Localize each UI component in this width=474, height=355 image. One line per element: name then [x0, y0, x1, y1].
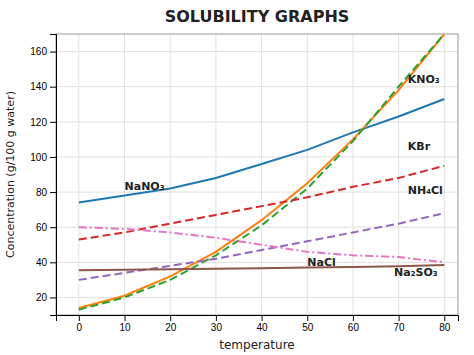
tick-label: 20 [36, 292, 48, 303]
tick-mark [50, 122, 56, 123]
grid-line [56, 156, 458, 157]
chart: 0 10 20 30 40 50 60 70 80 20 40 60 80 100 120 140 160 KNO… [0, 0, 474, 355]
x-axis-title: temperature [219, 338, 294, 352]
tick-mark [170, 315, 171, 321]
grid-line [444, 34, 445, 315]
tick-mark [307, 315, 308, 321]
grid-line [307, 34, 308, 315]
axis-line [57, 316, 459, 322]
series-line [79, 265, 444, 270]
grid-line [56, 192, 458, 193]
plot-frame [56, 34, 458, 315]
tick-mark [262, 315, 263, 321]
annotation: NaNO₃ [125, 180, 165, 193]
annotation: KNO₃ [408, 73, 440, 86]
grid-line [215, 34, 216, 315]
tick: 50 [302, 315, 314, 333]
grid-line [170, 34, 171, 315]
axis-line [50, 35, 57, 316]
tick-label: 140 [30, 81, 47, 92]
tick-mark [50, 262, 56, 263]
tick-mark [50, 52, 56, 53]
tick-label: 40 [257, 322, 269, 333]
tick-label: 60 [36, 222, 48, 233]
tick-label: 80 [36, 187, 48, 198]
tick-label: 40 [36, 257, 48, 268]
series-line [79, 34, 444, 310]
series-line [79, 99, 444, 203]
series-line [79, 166, 444, 240]
tick-mark [50, 227, 56, 228]
tick-label: 0 [77, 322, 83, 333]
tick: 30 [211, 315, 223, 333]
tick-label: 10 [119, 322, 131, 333]
series-line [79, 213, 444, 280]
grid-line [78, 34, 79, 315]
tick-label: 20 [165, 322, 177, 333]
tick: 60 [36, 222, 56, 233]
grid-line [56, 121, 458, 122]
tick-mark [399, 315, 400, 321]
annotation: Na₂SO₃ [394, 266, 438, 279]
tick: 120 [30, 117, 56, 128]
tick-mark [79, 315, 80, 321]
tick: 40 [36, 257, 56, 268]
tick: 80 [36, 187, 56, 198]
grid [56, 34, 458, 315]
annotation: NH₄Cl [408, 184, 443, 197]
tick-label: 100 [30, 152, 47, 163]
tick: 60 [348, 315, 360, 333]
tick-label: 30 [211, 322, 223, 333]
series-line [79, 227, 444, 262]
tick: 140 [30, 81, 56, 92]
tick: 40 [257, 315, 269, 333]
y-axis-title: Concentration (g/100 g water) [4, 91, 17, 258]
tick-label: 60 [348, 322, 360, 333]
tick: 80 [439, 315, 451, 333]
grid-line [261, 34, 262, 315]
tick-mark [353, 315, 354, 321]
y-axis: 20 40 60 80 100 120 140 160 [30, 35, 56, 316]
tick: 100 [30, 152, 56, 163]
tick: 0 [77, 315, 83, 333]
tick-mark [50, 297, 56, 298]
grid-line [56, 51, 458, 52]
annotation: KBr [408, 140, 431, 153]
grid-line [352, 34, 353, 315]
x-axis: 0 10 20 30 40 50 60 70 80 [57, 315, 459, 333]
tick: 70 [394, 315, 406, 333]
series-line [79, 34, 444, 308]
tick-mark [50, 192, 56, 193]
tick-mark [125, 315, 126, 321]
annotation: NaCl [307, 256, 335, 269]
tick-label: 160 [30, 46, 47, 57]
tick: 20 [165, 315, 177, 333]
title: SOLUBILITY GRAPHS [165, 7, 350, 26]
tick: 10 [119, 315, 131, 333]
grid-line [56, 262, 458, 263]
annotations: KNO₃ KBr NaNO₃ NaCl NH₄Cl Na₂SO₃ [125, 73, 443, 279]
tick-mark [444, 315, 445, 321]
tick-label: 120 [30, 117, 47, 128]
tick-mark [50, 87, 56, 88]
grid-line [124, 34, 125, 315]
tick-label: 50 [302, 322, 314, 333]
tick-mark [216, 315, 217, 321]
plot-area [79, 34, 444, 310]
tick-label: 70 [394, 322, 406, 333]
tick-mark [50, 157, 56, 158]
tick: 160 [30, 46, 56, 57]
tick-label: 80 [439, 322, 451, 333]
tick: 20 [36, 292, 56, 303]
